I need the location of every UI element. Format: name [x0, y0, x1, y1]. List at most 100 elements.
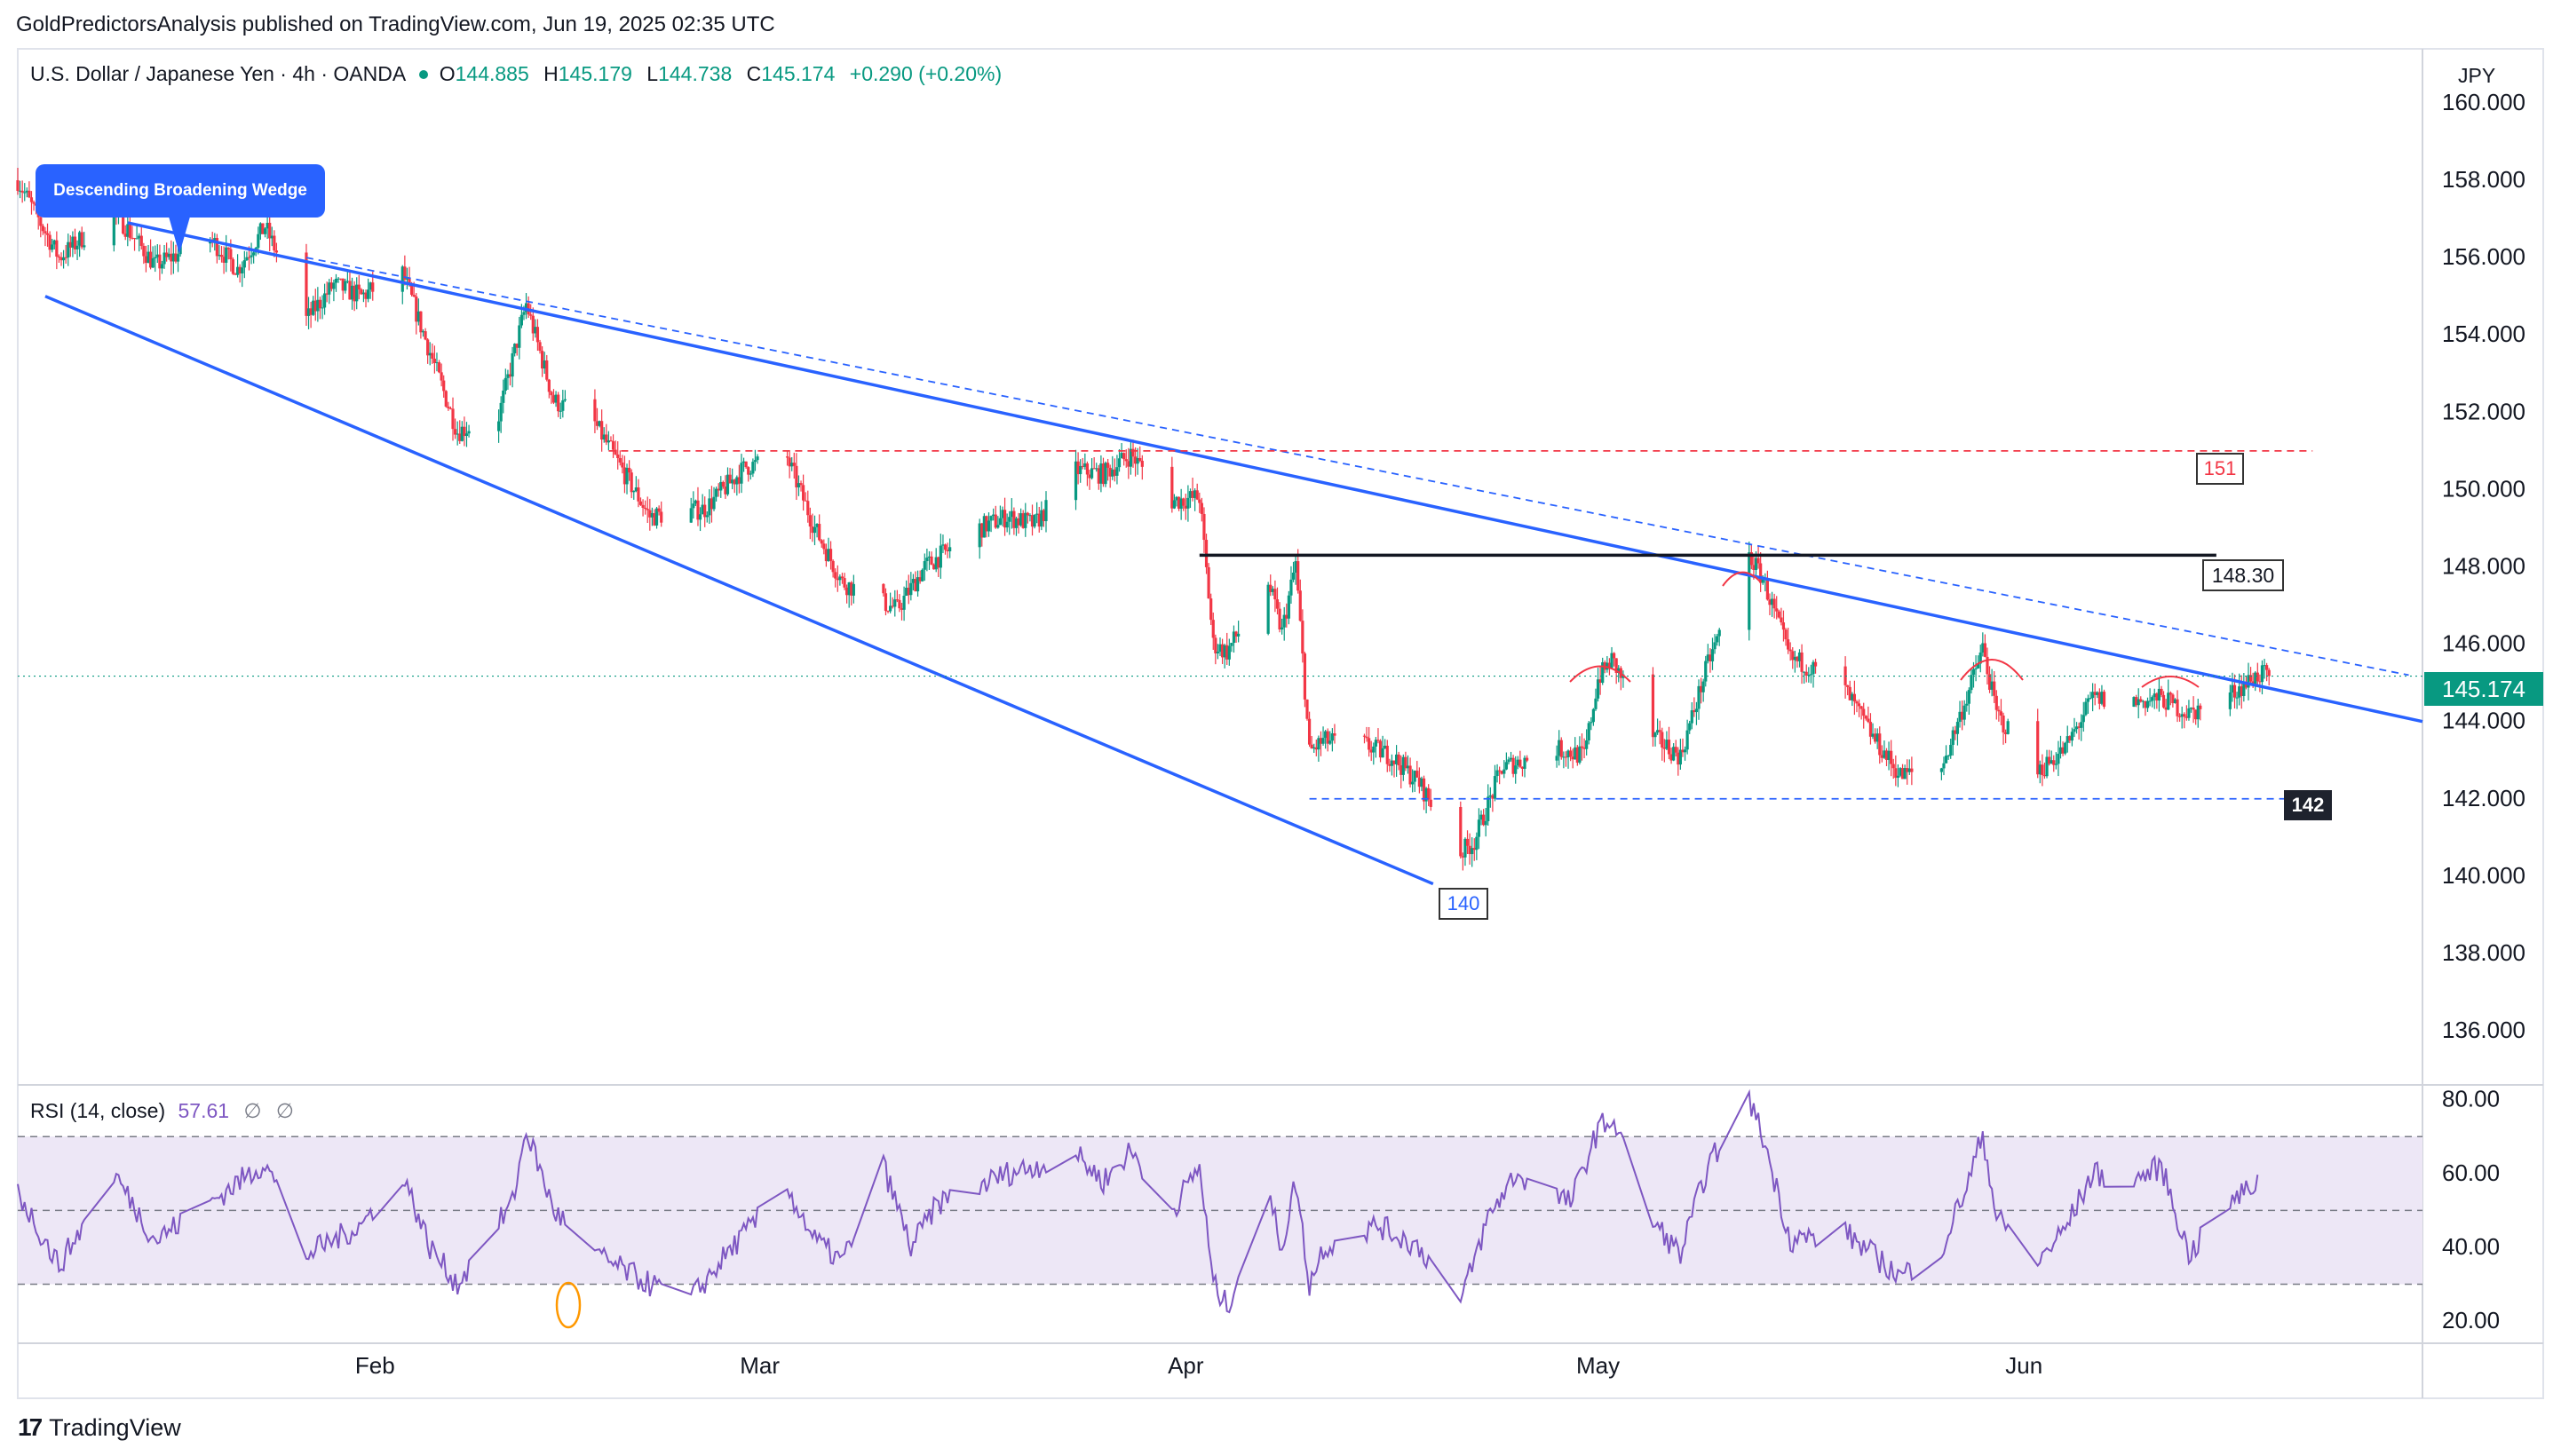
candle-body — [1365, 736, 1368, 739]
candle-body — [1582, 748, 1586, 749]
rsi-label[interactable]: RSI (14, close) — [30, 1099, 166, 1122]
candle-body — [1523, 757, 1526, 769]
candle-body — [630, 472, 633, 493]
time-tick-apr: Apr — [1168, 1352, 1204, 1379]
trendline-wedge-upper[interactable] — [127, 221, 2423, 724]
candle-body — [1081, 465, 1084, 467]
candle-body — [797, 483, 801, 487]
candle-body — [2058, 747, 2063, 754]
candle-body — [174, 253, 178, 262]
candle-body — [943, 544, 947, 550]
candle-body — [68, 241, 72, 248]
candle-body — [28, 190, 31, 198]
candle-body — [167, 253, 170, 257]
candle-body — [637, 487, 640, 502]
candle-body — [1220, 644, 1225, 658]
candle-body — [355, 284, 359, 302]
candle-body — [1321, 738, 1325, 744]
candle-body — [1044, 500, 1048, 522]
trendlines — [18, 221, 2423, 886]
candle-body — [400, 266, 404, 292]
interval[interactable]: 4h — [292, 62, 315, 85]
candle-body — [1677, 752, 1680, 765]
candle-body — [126, 224, 130, 237]
candle-body — [1179, 498, 1183, 509]
candle-body — [1198, 499, 1201, 503]
candle-body — [1787, 639, 1790, 650]
candle-body — [1594, 698, 1598, 709]
price-tick-2: 156.000 — [2442, 243, 2525, 270]
candle-body — [689, 508, 693, 523]
candle-body — [1516, 759, 1519, 766]
candle-body — [1324, 731, 1328, 739]
candle-body — [638, 501, 643, 505]
candle-body — [83, 245, 86, 248]
candle-body — [1014, 518, 1019, 528]
candle-body — [946, 550, 949, 551]
candle-body — [607, 440, 610, 443]
candle-body — [545, 360, 549, 380]
candle-body — [2074, 726, 2079, 730]
candle-body — [1001, 510, 1004, 518]
candle-body — [1784, 629, 1788, 640]
candle-body — [350, 285, 354, 300]
candle-body — [882, 583, 885, 594]
candle-body — [1961, 711, 1964, 720]
candle-body — [1765, 578, 1769, 600]
candle-body — [1894, 768, 1898, 779]
candle-body — [2041, 764, 2044, 776]
candle-body — [653, 512, 656, 526]
candle-body — [1282, 614, 1286, 628]
candle-body — [1697, 685, 1701, 709]
candle-body — [535, 327, 540, 343]
candle-body — [2235, 697, 2239, 699]
candle-body — [426, 339, 430, 356]
candle-body — [2151, 697, 2154, 701]
symbol-name[interactable]: U.S. Dollar / Japanese Yen — [30, 62, 274, 85]
candle-body — [1368, 738, 1371, 750]
candle-body — [369, 282, 372, 290]
candle-body — [1500, 771, 1503, 774]
candle-body — [1803, 671, 1806, 673]
candle-body — [1301, 621, 1304, 654]
candle-body — [541, 351, 544, 369]
candle-body — [235, 266, 240, 275]
candle-body — [215, 238, 218, 257]
candle-body — [1225, 645, 1229, 660]
candle-body — [1868, 722, 1873, 737]
candle-body — [1585, 740, 1589, 749]
candle-body — [409, 284, 414, 296]
tradingview-logo[interactable]: 17 TradingView — [18, 1413, 181, 1442]
candle-body — [538, 342, 542, 352]
candle-body — [811, 526, 814, 534]
candle-body — [1610, 653, 1614, 669]
candle-body — [2141, 700, 2145, 702]
candle-body — [2187, 708, 2191, 718]
time-axis[interactable]: Feb Mar Apr May Jun — [355, 1352, 2042, 1379]
candle-body — [733, 479, 736, 485]
candle-body — [1422, 778, 1426, 802]
candle-body — [2247, 675, 2250, 688]
candle-body — [741, 461, 746, 463]
candle-body — [1182, 498, 1185, 506]
candle-body — [1683, 749, 1687, 753]
candle-body — [749, 473, 752, 475]
candle-body — [818, 524, 821, 541]
candle-body — [154, 257, 157, 258]
rsi-tick-2: 40.00 — [2442, 1233, 2500, 1260]
candle-body — [1590, 722, 1593, 724]
candle-body — [1404, 756, 1407, 769]
candle-body — [1408, 765, 1412, 785]
trendline-wedge-lower[interactable] — [44, 295, 1434, 886]
price-axis[interactable]: 160.000 158.000 156.000 154.000 152.000 150.0… — [2442, 89, 2525, 1043]
candle-body — [1170, 466, 1174, 509]
candle-body — [1614, 658, 1618, 673]
trendline-upper-dashed[interactable] — [305, 257, 2409, 677]
candle-body — [1218, 644, 1222, 653]
candle-body — [2080, 722, 2083, 728]
high-label: H — [543, 62, 559, 85]
candle-body — [1177, 496, 1181, 509]
candle-body — [1472, 848, 1476, 851]
candle-body — [2135, 697, 2138, 706]
candle-body — [234, 273, 237, 275]
